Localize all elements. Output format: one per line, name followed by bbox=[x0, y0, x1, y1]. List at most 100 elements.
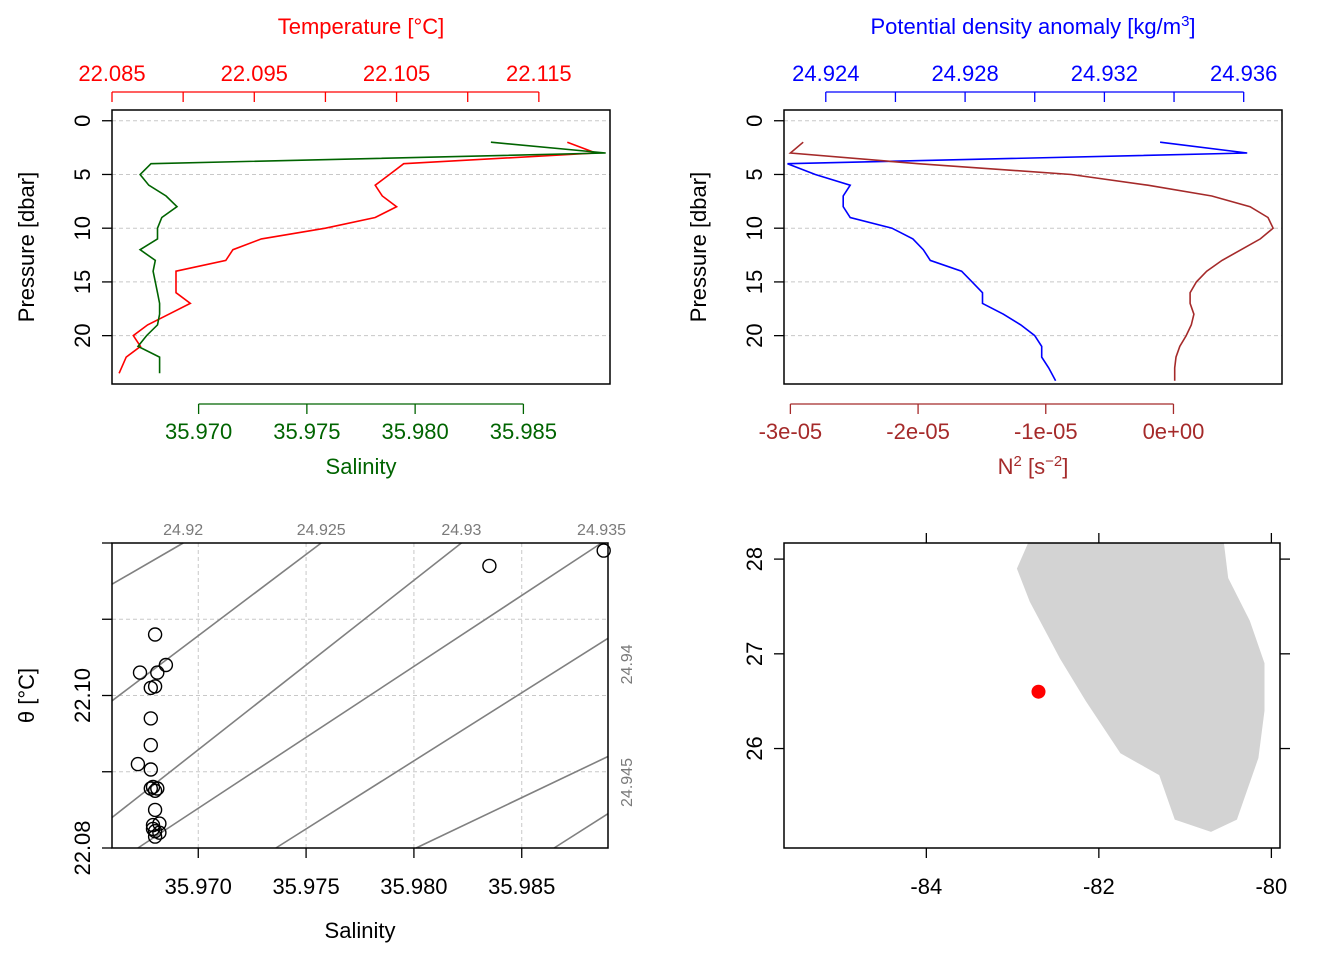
p3-isopycnal-line-3 bbox=[137, 542, 602, 849]
p1-series bbox=[118, 141, 606, 374]
p3-data-point-3 bbox=[132, 665, 148, 680]
p3-data-point-8 bbox=[143, 711, 159, 726]
station-map-panel: -84 -82 -80 26 27 28 bbox=[742, 533, 1290, 899]
p3-isopycnal-line-0 bbox=[111, 542, 184, 585]
profile-panel-density-n2: 0 5 10 15 20 24.924 24.928 24.932 24.936 -3e-05 -2… bbox=[686, 13, 1283, 479]
p2-y-tick-label: 20 bbox=[742, 323, 767, 347]
p3-isopycnal-line-2 bbox=[111, 542, 462, 819]
p3-isopycnal-label-right: 24.945 bbox=[619, 758, 636, 807]
p3-data-point-10 bbox=[130, 756, 146, 772]
p3-grid bbox=[112, 543, 608, 848]
p1-bottom-tick-label: 35.980 bbox=[381, 419, 448, 444]
density-axis-title: Potential density anomaly [kg/m3] bbox=[870, 13, 1195, 39]
p1-grid bbox=[112, 120, 610, 337]
p1-axes: 0 5 10 15 20 22.085 22.095 22.105 22.115 35.970 35… bbox=[70, 61, 572, 444]
p1-y-tick-label: 5 bbox=[70, 168, 95, 180]
p4-y-tick-label: 27 bbox=[742, 642, 767, 666]
p4-station bbox=[1031, 684, 1046, 699]
density-axis-title-text: Potential density anomaly [kg/m bbox=[870, 14, 1181, 39]
p3-x-tick-label: 35.980 bbox=[380, 874, 447, 899]
p4-land bbox=[1016, 543, 1265, 832]
ts-diagram-panel: 35.970 35.975 35.980 35.985 22.08 22.10 24.92 2… bbox=[14, 522, 636, 943]
p3-x-tick-label: 35.975 bbox=[272, 874, 339, 899]
p3-isopycnal-label-top: 24.925 bbox=[297, 522, 346, 539]
p3-isopycnal-label-right: 24.94 bbox=[619, 644, 636, 684]
p3-isopycnal-label-top: 24.92 bbox=[163, 522, 203, 539]
p2-bottom-tick-label: 0e+00 bbox=[1143, 419, 1205, 444]
n2-axis-title-unit-close: ] bbox=[1062, 454, 1068, 479]
p2-bottom-tick-label: -1e-05 bbox=[1014, 419, 1078, 444]
p3-data-point-2 bbox=[147, 627, 163, 642]
p2-axes: 0 5 10 15 20 24.924 24.928 24.932 24.936 -3e-05 -2… bbox=[742, 61, 1277, 444]
p2-bottom-tick-label: -3e-05 bbox=[759, 419, 823, 444]
p1-series-line-0 bbox=[118, 141, 597, 374]
ts-salinity-axis-title: Salinity bbox=[325, 918, 396, 943]
p4-y-tick-label: 28 bbox=[742, 547, 767, 571]
p3-isopycnal-label-top: 24.935 bbox=[577, 522, 626, 539]
p3-data-point-15 bbox=[143, 781, 159, 796]
p3-data-point-21 bbox=[152, 825, 167, 840]
florida-landmass bbox=[1016, 543, 1265, 832]
p4-x-tick-label: -84 bbox=[910, 874, 942, 899]
p1-bottom-tick-label: 35.970 bbox=[165, 419, 232, 444]
p2-top-tick-label: 24.928 bbox=[931, 61, 998, 86]
p1-y-tick-label: 15 bbox=[70, 270, 95, 294]
p1-y-tick-label: 10 bbox=[70, 216, 95, 240]
p2-bottom-tick-label: -2e-05 bbox=[886, 419, 950, 444]
p3-data-point-0 bbox=[596, 543, 611, 558]
p2-series bbox=[787, 141, 1275, 382]
pressure-axis-title: Pressure [dbar] bbox=[14, 172, 39, 322]
p2-y-tick-label: 5 bbox=[742, 168, 767, 180]
p1-bottom-tick-label: 35.975 bbox=[273, 419, 340, 444]
p3-data-point-7 bbox=[147, 679, 163, 694]
p1-top-tick-label: 22.105 bbox=[363, 61, 430, 86]
p3-y-tick-label: 22.08 bbox=[70, 820, 95, 875]
p4-frame bbox=[783, 542, 1281, 849]
p4-y-tick-label: 26 bbox=[742, 736, 767, 760]
n2-axis-title-superscript: 2 bbox=[1014, 453, 1022, 470]
p1-top-tick-label: 22.095 bbox=[221, 61, 288, 86]
p3-data-point-1 bbox=[482, 558, 497, 574]
p3-x-tick-label: 35.970 bbox=[165, 874, 232, 899]
n2-axis-title-text: N bbox=[998, 454, 1014, 479]
p1-top-tick-label: 22.115 bbox=[506, 61, 572, 86]
p3-data-point-5 bbox=[158, 657, 174, 673]
p2-series-line-0 bbox=[787, 141, 1248, 382]
salinity-axis-title: Salinity bbox=[326, 454, 397, 479]
p2-y-tick-label: 10 bbox=[742, 216, 767, 240]
p1-y-tick-label: 0 bbox=[70, 115, 95, 127]
p2-y-tick-label: 0 bbox=[742, 115, 767, 127]
density-axis-title-superscript: 3 bbox=[1181, 13, 1189, 30]
p2-top-tick-label: 24.936 bbox=[1210, 61, 1277, 86]
p2-top-tick-label: 24.932 bbox=[1071, 61, 1138, 86]
p1-y-tick-label: 20 bbox=[70, 323, 95, 347]
p1-bottom-tick-label: 35.985 bbox=[490, 419, 557, 444]
n2-axis-title: N2 [s−2] bbox=[998, 453, 1069, 479]
p3-data-point-11 bbox=[143, 762, 159, 777]
profile-panel-temperature-salinity: 0 5 10 15 20 22.085 22.095 22.105 22.115 35.970 35… bbox=[14, 14, 611, 479]
p3-data-point-22 bbox=[147, 829, 163, 844]
p3-isopycnal-line-5 bbox=[415, 755, 609, 849]
station-marker bbox=[1031, 684, 1046, 699]
theta-axis-title: θ [°C] bbox=[14, 668, 39, 723]
p3-x-tick-label: 35.985 bbox=[488, 874, 555, 899]
p1-series-line-1 bbox=[136, 141, 606, 374]
p2-top-tick-label: 24.924 bbox=[792, 61, 859, 86]
p4-x-tick-label: -80 bbox=[1255, 874, 1287, 899]
pressure-axis-title-2: Pressure [dbar] bbox=[686, 172, 711, 322]
p1-frame bbox=[111, 109, 611, 385]
n2-axis-title-unit-open: [s bbox=[1022, 454, 1045, 479]
p3-data-point-16 bbox=[147, 802, 163, 818]
temperature-axis-title: Temperature [°C] bbox=[278, 14, 445, 39]
p3-data-point-13 bbox=[150, 781, 165, 796]
density-axis-title-close: ] bbox=[1189, 14, 1195, 39]
p3-points bbox=[130, 543, 611, 844]
p3-y-tick-label: 22.10 bbox=[70, 668, 95, 723]
p3-axes: 35.970 35.975 35.980 35.985 22.08 22.10 24.92 2… bbox=[70, 522, 636, 899]
p4-axes: -84 -82 -80 26 27 28 bbox=[742, 533, 1290, 899]
p1-top-tick-label: 22.085 bbox=[78, 61, 145, 86]
p3-isopycnal-line-4 bbox=[275, 637, 609, 849]
p3-data-point-9 bbox=[143, 737, 159, 753]
p2-series-line-1 bbox=[788, 141, 1275, 381]
